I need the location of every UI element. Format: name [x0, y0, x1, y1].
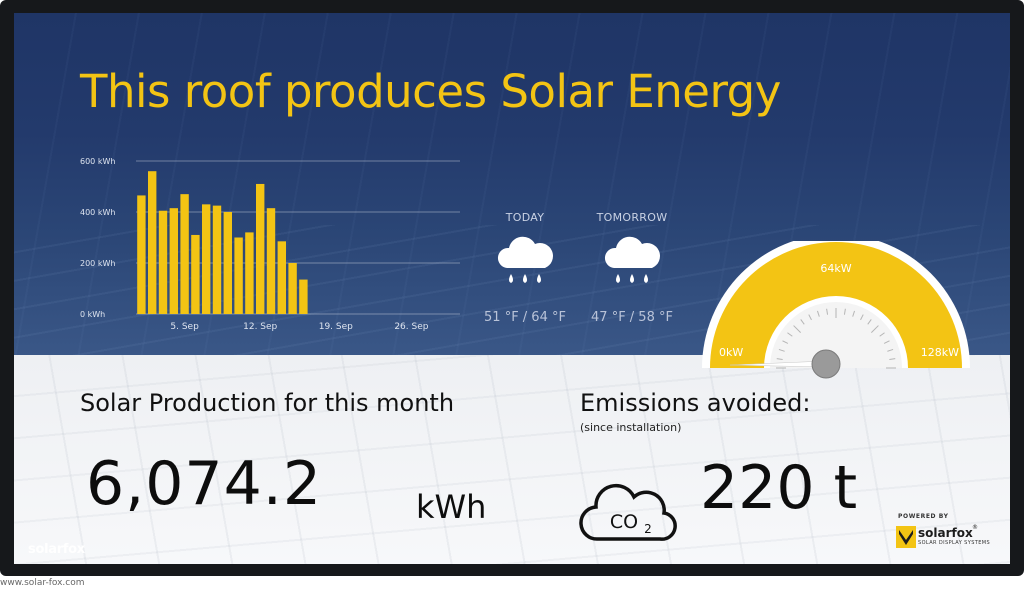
- gauge-tick: [826, 308, 829, 315]
- chart-bar: [169, 208, 178, 314]
- gauge-tick: [787, 332, 793, 337]
- y-tick-label: 400 kWh: [80, 208, 115, 217]
- headline: This roof produces Solar Energy: [80, 65, 781, 118]
- gauge-tick: [871, 325, 879, 333]
- gauge-tick: [883, 340, 890, 344]
- y-tick-label: 0 kWh: [80, 310, 105, 319]
- co2-text: CO: [610, 511, 638, 533]
- emissions-sublabel: (since installation): [580, 421, 682, 434]
- gauge-tick: [816, 310, 820, 317]
- weather-today: TODAY 51 °F / 64 °F: [470, 211, 580, 325]
- fox-logo-icon: [896, 526, 916, 548]
- gauge-tick: [843, 308, 846, 315]
- chart-bar: [180, 194, 189, 314]
- rain-cloud-icon: [577, 234, 687, 296]
- weather-day-label: TOMORROW: [596, 211, 668, 224]
- gauge-max-label: 128kW: [921, 346, 959, 359]
- chart-bar: [158, 210, 168, 314]
- gauge-tick: [776, 358, 783, 361]
- emissions-label: Emissions avoided:: [580, 389, 811, 417]
- production-label: Solar Production for this month: [80, 389, 455, 417]
- weather-temperature: 47 °F / 58 °F: [591, 310, 673, 325]
- gauge-tick: [889, 358, 896, 361]
- gauge-tick: [782, 340, 789, 344]
- gauge-tick: [867, 319, 872, 325]
- brand-tagline: SOLAR DISPLAY SYSTEMS: [918, 540, 991, 546]
- weather-temperature: 51 °F / 64 °F: [484, 310, 566, 325]
- powered-by-label: POWERED BY: [898, 513, 949, 520]
- chart-bar: [148, 171, 157, 314]
- display-screen: This roof produces Solar Energy 0 kWh 200…: [14, 13, 1010, 564]
- gauge-tick: [800, 319, 805, 325]
- chart-bar: [212, 205, 222, 314]
- gauge-tick: [808, 314, 812, 321]
- emissions-value: 220 t: [700, 453, 858, 523]
- gauge-tick: [778, 348, 785, 352]
- co2-cloud-icon: CO 2: [579, 483, 677, 541]
- weather-day-label: TODAY: [505, 211, 545, 224]
- gauge-mid-label: 64kW: [820, 262, 851, 275]
- power-gauge: 64kW 0kW 128kW: [702, 241, 970, 379]
- chart-bar: [266, 208, 276, 314]
- chart-bar: [202, 204, 211, 314]
- gauge-hub: [811, 349, 841, 379]
- gauge-dial-face: [770, 302, 902, 368]
- production-value: 6,074.2: [86, 449, 323, 519]
- display-frame: This roof produces Solar Energy 0 kWh 200…: [0, 0, 1024, 576]
- chart-bar: [223, 212, 232, 314]
- co2-subscript: 2: [644, 522, 652, 536]
- chart-bar: [137, 195, 146, 314]
- weather-tomorrow: TOMORROW 47 °F / 58 °F: [577, 211, 687, 325]
- chart-bar: [245, 232, 254, 314]
- y-tick-label: 600 kWh: [80, 157, 115, 166]
- chart-bar: [256, 183, 265, 314]
- chart-bar: [234, 237, 243, 314]
- daily-production-chart: 0 kWh 200 kWh 400 kWh 600 kWh 5. Sep 12. Sep 1…: [80, 157, 460, 332]
- y-tick-label: 200 kWh: [80, 259, 115, 268]
- gauge-min-label: 0kW: [719, 346, 743, 359]
- gauge-tick: [860, 314, 864, 321]
- gauge-tick: [887, 348, 894, 352]
- x-tick-label: 19. Sep: [319, 322, 353, 332]
- lower-panel: [14, 355, 1010, 564]
- website-url: www.solar-fox.com: [0, 578, 85, 588]
- x-tick-label: 26. Sep: [394, 322, 428, 332]
- registered-mark: ®: [972, 524, 978, 531]
- chart-bar: [288, 263, 297, 314]
- solarfox-logo: solarfox: [28, 542, 85, 557]
- chart-bar: [277, 241, 286, 314]
- production-unit: kWh: [416, 488, 487, 526]
- brand-name: solarfox: [918, 526, 973, 540]
- chart-bar: [191, 234, 200, 314]
- gauge-tick: [879, 332, 885, 337]
- gauge-ticks: [776, 308, 896, 369]
- gauge-tick: [793, 325, 801, 333]
- chart-bar: [299, 279, 308, 314]
- gauge-tick: [852, 310, 856, 317]
- rain-cloud-icon: [470, 234, 580, 296]
- x-tick-label: 5. Sep: [170, 322, 199, 332]
- x-tick-label: 12. Sep: [243, 322, 277, 332]
